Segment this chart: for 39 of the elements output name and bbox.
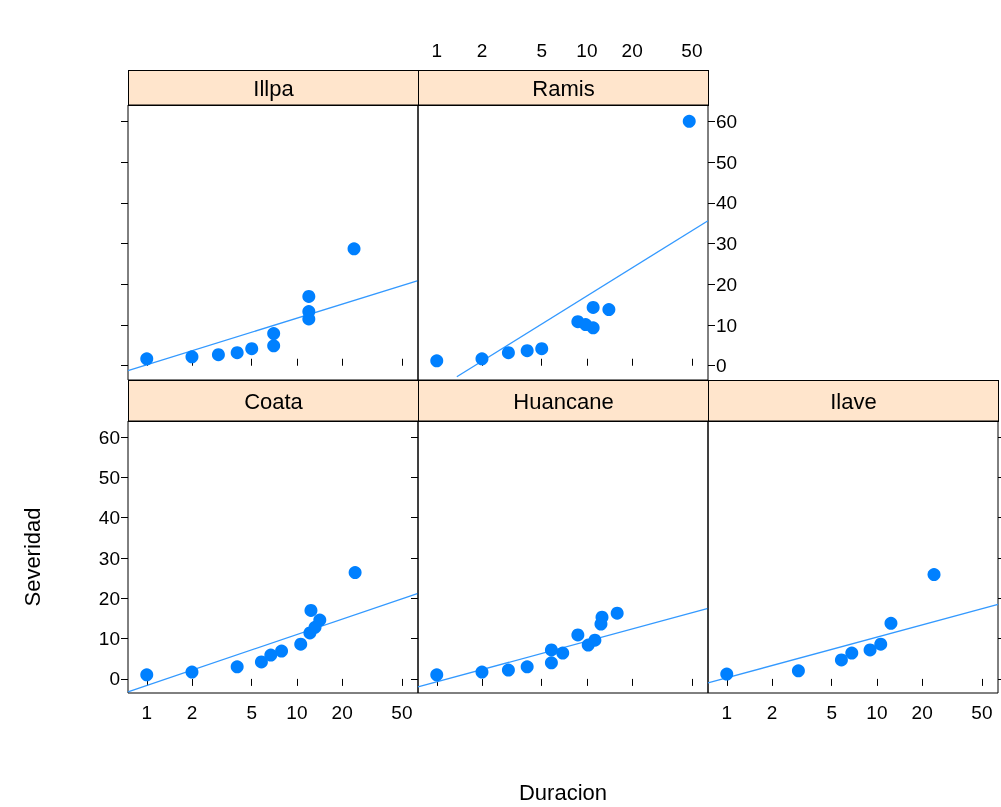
x-tick-label: 10 (576, 40, 598, 61)
chart-title: Huancane (418, 380, 709, 422)
x-tick-label: 50 (391, 702, 413, 723)
y-tick-label: 40 (98, 507, 120, 529)
y-tick-label: 0 (109, 668, 120, 690)
x-axis-title: Duracion (518, 779, 608, 805)
y-tick-label: 40 (716, 192, 738, 214)
y-tick-label: 10 (98, 628, 120, 650)
x-tick-label: 2 (476, 40, 488, 61)
y-tick-label: 50 (98, 466, 120, 488)
x-tick-label: 10 (866, 702, 888, 723)
y-tick-label: 30 (98, 547, 120, 569)
x-tick-label: 50 (971, 702, 993, 723)
x-tick-label: 5 (826, 702, 838, 723)
chart-title: Ilave (708, 380, 999, 422)
y-tick-label: 50 (716, 151, 738, 173)
y-tick-label: 0 (716, 355, 727, 377)
x-tick-label: 2 (766, 702, 778, 723)
y-tick-label: 30 (716, 233, 738, 255)
x-tick-label: 5 (536, 40, 548, 61)
x-tick-label: 20 (331, 702, 353, 723)
y-axis-title: Severidad (19, 507, 45, 607)
x-tick-label: 20 (911, 702, 933, 723)
y-tick-label: 60 (98, 426, 120, 448)
x-tick-label: 2 (186, 702, 198, 723)
x-tick-label: 1 (431, 40, 443, 61)
chart-title: Coata (128, 380, 419, 422)
y-tick-label: 20 (98, 587, 120, 609)
x-tick-label: 5 (246, 702, 258, 723)
x-tick-label: 10 (286, 702, 308, 723)
x-tick-label: 50 (681, 40, 703, 61)
y-tick-label: 20 (716, 273, 738, 295)
chart-title: Ramis (418, 70, 709, 106)
x-tick-label: 20 (621, 40, 643, 61)
y-tick-label: 60 (716, 110, 738, 132)
y-tick-label: 10 (716, 314, 738, 336)
x-tick-label: 1 (721, 702, 733, 723)
x-tick-label: 1 (141, 702, 153, 723)
chart-title: Illpa (128, 70, 419, 106)
